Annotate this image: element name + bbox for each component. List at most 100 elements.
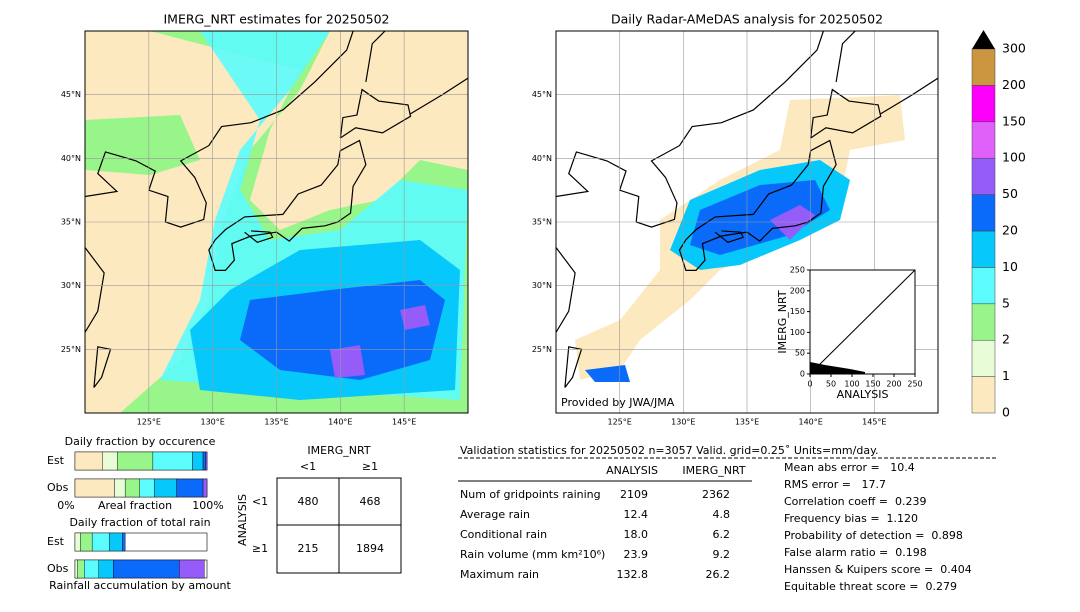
y-tick-label: 35°N bbox=[61, 218, 81, 227]
colorbar-label: 200 bbox=[1002, 77, 1026, 92]
colorbar-label: 1 bbox=[1002, 368, 1010, 383]
fraction-segment bbox=[98, 559, 114, 579]
fraction-segment bbox=[84, 559, 99, 579]
stat-cell: Maximum rain bbox=[460, 568, 539, 581]
fraction-segment bbox=[139, 478, 155, 498]
row-label: Obs bbox=[47, 562, 69, 575]
y-tick-label: 30°N bbox=[532, 281, 552, 290]
map-title: Daily Radar-AMeDAS analysis for 20250502 bbox=[611, 12, 883, 27]
axis-label: 0% bbox=[57, 499, 74, 512]
x-tick-label: 140°E bbox=[328, 418, 352, 427]
fraction-segment bbox=[114, 478, 126, 498]
coastline bbox=[244, 230, 274, 244]
fraction-segment bbox=[179, 559, 205, 579]
fraction-segment bbox=[192, 451, 204, 471]
score: RMS error = 17.7 bbox=[784, 478, 886, 491]
row-label: <1 bbox=[252, 495, 268, 508]
cell: 1894 bbox=[356, 542, 384, 555]
coastline bbox=[678, 139, 837, 271]
coastline bbox=[85, 247, 105, 334]
coastline bbox=[835, 31, 856, 83]
stat-cell: 2109 bbox=[620, 488, 648, 501]
y-tick-label: 35°N bbox=[532, 218, 552, 227]
x-tick-label: 130°E bbox=[671, 418, 695, 427]
credit: Provided by JWA/JMA bbox=[561, 396, 675, 409]
row-label: Est bbox=[47, 535, 65, 548]
fraction-segment bbox=[122, 532, 126, 552]
x-tick-label: 150 bbox=[865, 380, 880, 389]
fraction-segment bbox=[80, 532, 93, 552]
y-tick-label: 30°N bbox=[61, 281, 81, 290]
fraction-segment bbox=[205, 451, 208, 471]
y-tick-label: 150 bbox=[790, 307, 805, 316]
y-tick-label: 25°N bbox=[61, 345, 81, 354]
fraction-segment bbox=[74, 532, 81, 552]
axis-label: Areal fraction bbox=[98, 499, 172, 512]
score: Probability of detection = 0.898 bbox=[784, 529, 963, 542]
x-tick-label: 0 bbox=[807, 380, 812, 389]
fraction-segment bbox=[74, 559, 78, 579]
stat-cell: Conditional rain bbox=[460, 528, 547, 541]
cell: 468 bbox=[360, 495, 381, 508]
stat-cell: 4.8 bbox=[713, 508, 731, 521]
colorbar-label: 100 bbox=[1002, 150, 1026, 165]
fraction-segment bbox=[153, 478, 177, 498]
x-tick-label: 130°E bbox=[201, 418, 225, 427]
colorbar-segment bbox=[971, 267, 996, 305]
fraction-segment bbox=[91, 532, 110, 552]
x-tick-label: 50 bbox=[826, 380, 836, 389]
colorbar-label: 0 bbox=[1002, 405, 1010, 420]
coastline bbox=[365, 31, 386, 83]
fraction-segment bbox=[152, 451, 193, 471]
y-axis-label: IMERG_NRT bbox=[776, 290, 789, 353]
colorbar-segment bbox=[971, 85, 996, 123]
stat-cell: 12.4 bbox=[624, 508, 649, 521]
colorbar-label: 5 bbox=[1002, 295, 1010, 310]
y-tick-label: 200 bbox=[790, 286, 805, 295]
colorbar-segment bbox=[971, 121, 996, 159]
coastline bbox=[556, 247, 576, 334]
coastline bbox=[714, 230, 745, 244]
column-head: IMERG_NRT bbox=[682, 464, 745, 477]
x-tick-label: 135°E bbox=[735, 418, 759, 427]
score: Hanssen & Kuipers score = 0.404 bbox=[784, 563, 972, 576]
stat-cell: 18.0 bbox=[624, 528, 649, 541]
stat-cell: 132.8 bbox=[617, 568, 649, 581]
y-tick-label: 40°N bbox=[532, 154, 552, 163]
panel-title: Daily fraction by occurence bbox=[65, 435, 216, 448]
stat-cell: 9.2 bbox=[713, 548, 731, 561]
x-tick-label: 100 bbox=[844, 380, 859, 389]
colorbar-segment bbox=[971, 157, 996, 195]
diagonal bbox=[809, 269, 916, 375]
row-title: ANALYSIS bbox=[236, 494, 249, 546]
stat-cell: 26.2 bbox=[706, 568, 731, 581]
colorbar-extend bbox=[972, 30, 995, 49]
map-frame bbox=[555, 30, 939, 414]
score: False alarm ratio = 0.198 bbox=[784, 546, 927, 559]
cell: 480 bbox=[298, 495, 319, 508]
colorbar-label: 20 bbox=[1002, 223, 1018, 238]
cell: 215 bbox=[298, 542, 319, 555]
fraction-segment bbox=[113, 559, 180, 579]
colorbar-segment bbox=[971, 376, 996, 414]
fraction-segment bbox=[74, 451, 103, 471]
colorbar-segment bbox=[971, 303, 996, 341]
row-label: Est bbox=[47, 454, 65, 467]
panel-footer: Rainfall accumulation by amount bbox=[49, 579, 231, 592]
colorbar-segment bbox=[971, 48, 996, 86]
x-tick-label: 140°E bbox=[799, 418, 823, 427]
y-tick-label: 50 bbox=[795, 349, 805, 358]
colorbar-segment bbox=[971, 194, 996, 232]
y-tick-label: 45°N bbox=[532, 90, 552, 99]
stat-cell: 2362 bbox=[702, 488, 730, 501]
colorbar-label: 150 bbox=[1002, 113, 1026, 128]
coastline bbox=[556, 31, 824, 228]
col-label: ≥1 bbox=[362, 460, 378, 473]
score: Correlation coeff = 0.239 bbox=[784, 495, 926, 508]
coastline bbox=[85, 31, 354, 228]
y-tick-label: 0 bbox=[800, 370, 805, 379]
stat-cell: Average rain bbox=[460, 508, 530, 521]
coastline bbox=[208, 139, 367, 271]
col-label: <1 bbox=[300, 460, 316, 473]
x-axis-label: ANALYSIS bbox=[837, 388, 889, 401]
